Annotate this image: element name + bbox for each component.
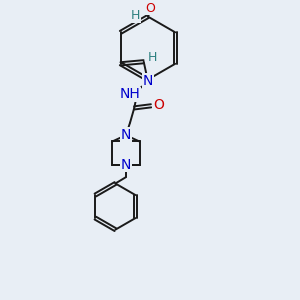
Text: N: N	[121, 128, 131, 142]
Text: N: N	[121, 158, 131, 172]
Text: N: N	[143, 74, 153, 88]
Text: H: H	[147, 51, 157, 64]
Text: NH: NH	[120, 87, 140, 101]
Text: O: O	[153, 98, 164, 112]
Text: H: H	[130, 9, 140, 22]
Text: O: O	[145, 2, 155, 15]
